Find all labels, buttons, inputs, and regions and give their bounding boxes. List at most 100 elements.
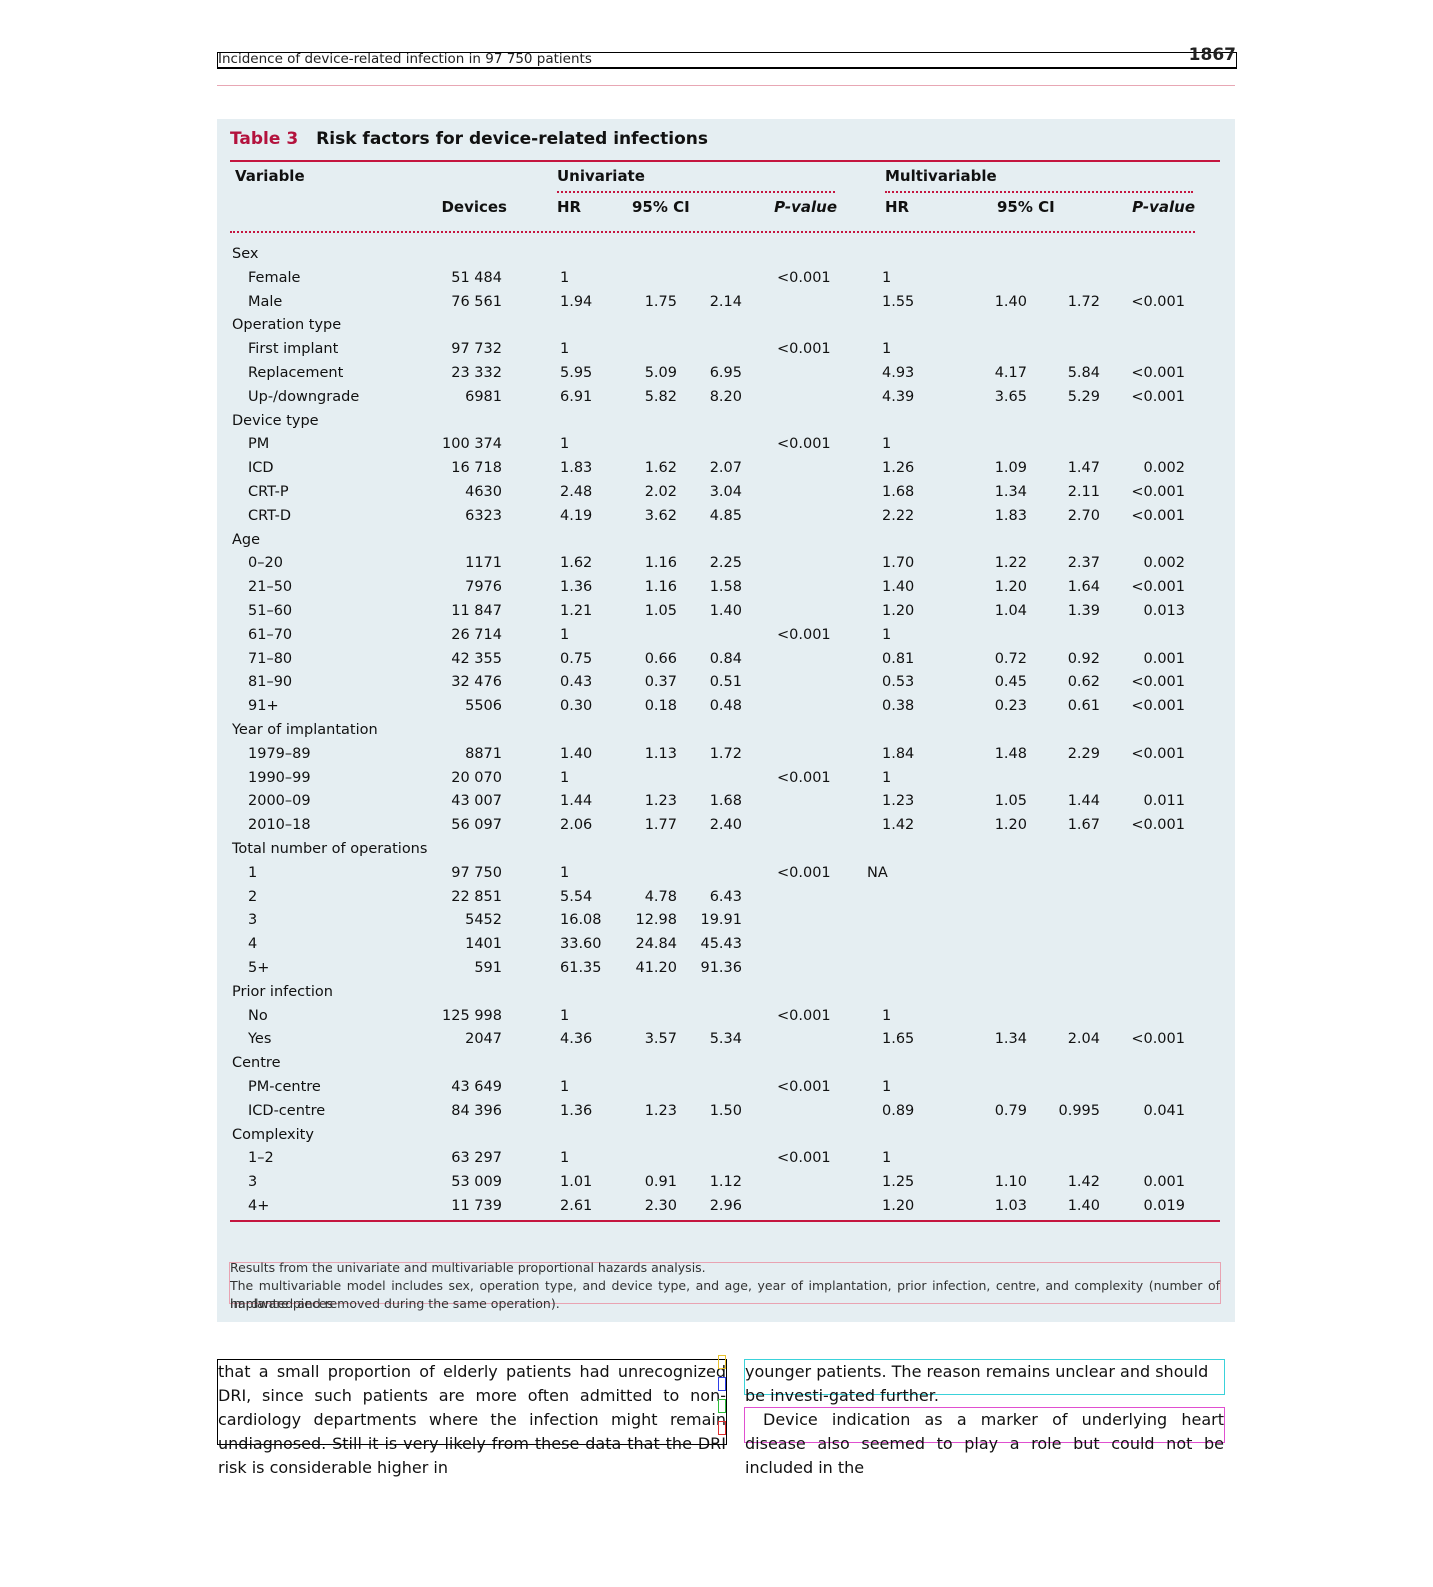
cell-devices: 16 718 [451,460,502,477]
cell-devices: 51 484 [451,269,502,286]
cell-multi-p: 0.002 [1143,555,1185,572]
cell-uni-ci-high: 91.36 [700,960,742,976]
cell-multi-ci-low: 0.23 [994,698,1027,715]
row-label: ICD [248,460,274,477]
cell-uni-hr: 1 [560,436,570,453]
cell-uni-hr: 4.19 [560,507,593,524]
row-label: CRT-P [248,484,289,500]
header-multi-ci: 95% CI [997,198,1055,216]
header-uni-ci: 95% CI [632,198,690,216]
cell-uni-ci-high: 45.43 [700,936,742,953]
cell-uni-hr: 2.06 [560,817,593,834]
row-label: 1979–89 [248,745,311,762]
cell-multi-ci-low: 3.65 [994,388,1027,405]
cell-multi-ci-low: 1.03 [994,1198,1027,1214]
cell-devices: 11 739 [451,1198,502,1214]
cell-multi-ci-low: 0.45 [994,674,1027,691]
cell-multi-p: <0.001 [1131,698,1185,715]
row-label: 81–90 [248,674,293,691]
cell-multi-hr: 4.93 [882,365,915,381]
body-paragraph-right-2: Device indication as a marker of underly… [745,1410,1224,1477]
cell-multi-hr: 0.81 [882,650,915,667]
cell-multi-p: <0.001 [1131,579,1185,596]
cell-uni-ci-low: 1.77 [644,817,677,834]
cell-devices: 22 851 [451,888,502,905]
cell-uni-ci-low: 24.84 [635,936,677,953]
cell-uni-hr: 1 [560,269,570,286]
cell-uni-hr: 1 [560,1079,570,1095]
cell-devices: 591 [474,960,502,976]
cell-uni-ci-low: 5.09 [644,365,677,381]
cell-multi-ci-low: 1.04 [994,603,1027,619]
cell-uni-ci-low: 41.20 [635,960,677,976]
cell-uni-hr: 1.83 [560,460,593,477]
cell-uni-hr: 1 [560,864,570,881]
cell-devices: 63 297 [451,1150,502,1167]
footnote-2: The multivariable model includes sex, op… [230,1278,1220,1311]
cell-uni-ci-low: 0.18 [644,698,677,715]
header-rule [217,85,1235,86]
row-label: Up-/downgrade [248,388,360,405]
row-label: 91+ [248,698,279,715]
cell-uni-ci-high: 2.07 [709,460,742,477]
header-devices: Devices [441,198,507,216]
row-label: 3 [248,1174,258,1191]
cell-uni-ci-low: 12.98 [635,912,677,929]
cell-devices: 8871 [465,745,502,762]
cell-uni-p: <0.001 [777,341,831,358]
row-label: 4 [248,936,258,953]
cell-devices: 125 998 [442,1007,502,1024]
table-footnotes: Results from the univariate and multivar… [229,1260,1221,1311]
cell-uni-ci-low: 1.16 [644,555,677,572]
cell-multi-ci-low: 1.10 [994,1174,1027,1191]
cell-uni-hr: 1.21 [560,603,593,619]
cell-uni-ci-high: 1.12 [709,1174,742,1191]
cell-uni-p: <0.001 [777,1007,831,1024]
cell-uni-ci-high: 0.84 [709,650,742,667]
cell-uni-ci-high: 6.95 [709,365,742,381]
cell-multi-hr: 1 [882,626,892,643]
table-top-rule [230,160,1220,162]
cell-uni-hr: 2.61 [560,1198,593,1214]
cell-uni-hr: 1.36 [560,579,593,596]
cell-uni-ci-high: 2.40 [709,817,742,834]
header-multi-hr: HR [885,198,910,216]
cell-multi-hr: 1.25 [882,1174,915,1191]
cell-devices: 76 561 [451,293,502,310]
cell-devices: 6323 [465,507,502,524]
cell-multi-ci-low: 1.05 [994,793,1027,810]
row-label: 21–50 [248,579,293,596]
body-right-column-top: younger patients. The reason remains unc… [744,1359,1225,1405]
cell-multi-hr: 1 [882,269,892,286]
cell-uni-hr: 1 [560,1007,570,1024]
cell-multi-hr: 1.20 [882,603,915,619]
row-group-label: Total number of operations [232,841,428,857]
table-bottom-rule [230,1220,1220,1222]
cell-multi-p: <0.001 [1131,745,1185,762]
cell-multi-p: 0.019 [1143,1198,1185,1214]
cell-uni-ci-low: 1.23 [644,1102,677,1119]
row-group-label: Device type [232,412,319,429]
cell-multi-ci-high: 0.995 [1058,1102,1100,1119]
cell-devices: 1401 [465,936,502,953]
cell-devices: 84 396 [451,1102,502,1119]
header-uni-p: P-value [747,198,837,216]
header-variable: Variable [235,167,305,185]
row-label: 0–20 [248,555,283,572]
cell-uni-hr: 0.75 [560,650,593,667]
cell-multi-ci-high: 2.04 [1067,1031,1100,1048]
cell-multi-ci-high: 1.40 [1067,1198,1100,1214]
cell-uni-hr: 1 [560,1150,570,1167]
cell-multi-ci-low: 1.34 [994,1031,1027,1048]
cell-devices: 6981 [465,388,502,405]
row-label: 2000–09 [248,793,311,810]
cell-multi-hr: 1.70 [882,555,915,572]
row-label: PM-centre [248,1079,321,1095]
cell-multi-ci-high: 0.61 [1067,698,1100,715]
cell-uni-hr: 1.01 [560,1174,593,1191]
row-label: PM [248,436,270,453]
cell-uni-ci-high: 3.04 [709,484,742,500]
row-label: 1 [248,864,258,881]
cell-uni-p: <0.001 [777,436,831,453]
cell-multi-ci-high: 1.44 [1067,793,1100,810]
